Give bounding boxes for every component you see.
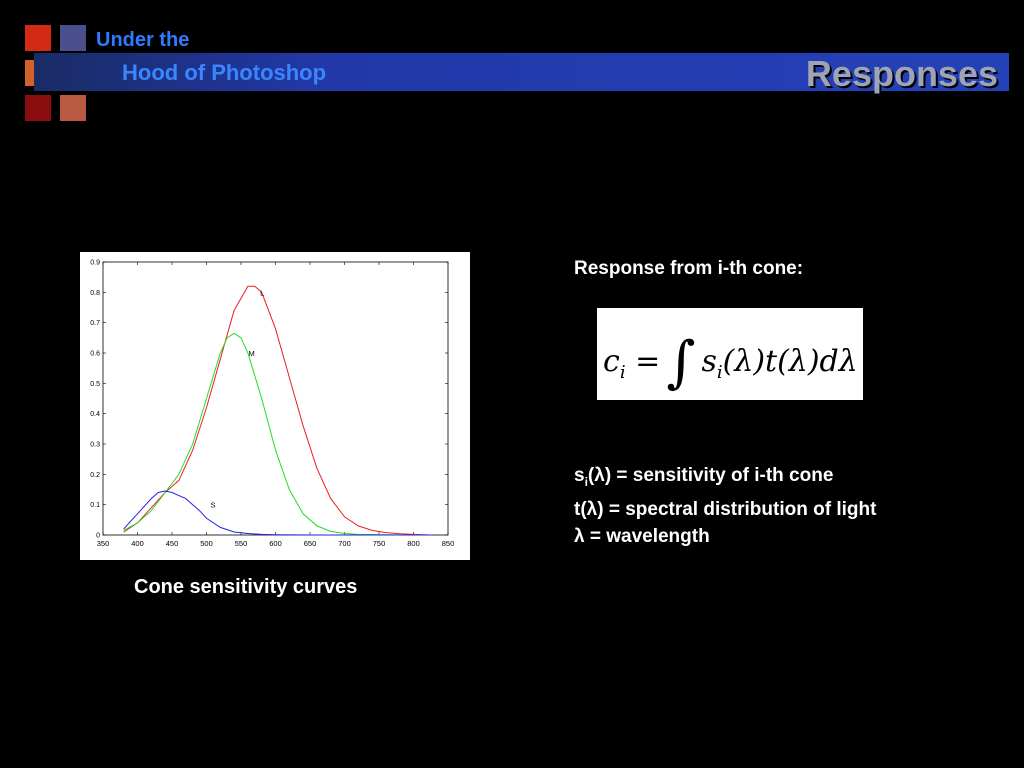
y-tick-label: 0.9 — [90, 260, 100, 267]
series-label-M: M — [248, 349, 254, 358]
x-tick-label: 550 — [235, 539, 248, 548]
x-tick-label: 650 — [304, 539, 317, 548]
logo-square-1 — [25, 25, 51, 51]
definition-sensitivity: si(λ) = sensitivity of i-th cone — [574, 462, 876, 496]
formula-lhs-sub: i — [619, 362, 626, 383]
formula-equals: = — [635, 344, 661, 379]
x-tick-label: 850 — [442, 539, 455, 548]
series-L-line — [123, 285, 431, 536]
x-tick-label: 500 — [200, 539, 213, 548]
x-tick-label: 700 — [338, 539, 351, 548]
chart-svg: 350 400 450 500 550 600 650 700 750 800 850 0 0.1 0.2… — [90, 260, 455, 549]
definition-spectral: t(λ) = spectral distribution of light — [574, 498, 877, 520]
def1-s: s — [574, 465, 585, 486]
chart-caption: Cone sensitivity curves — [134, 576, 358, 598]
x-tick-label: 800 — [407, 539, 420, 548]
x-tick-label: 400 — [131, 539, 144, 548]
definition-wavelength: λ = wavelength — [574, 525, 710, 547]
response-formula: ci = ∫ si(λ)t(λ)dλ — [603, 320, 858, 395]
x-tick-label: 350 — [97, 539, 110, 548]
series-label-L: L — [260, 288, 264, 297]
logo-square-2 — [60, 25, 86, 51]
y-tick-label: 0.6 — [90, 351, 100, 358]
logo-square-6 — [60, 95, 86, 121]
series-M-line — [123, 332, 431, 536]
y-tick-label: 0.5 — [90, 381, 100, 388]
plot-frame — [102, 261, 449, 536]
x-tick-label: 750 — [373, 539, 386, 548]
header-band — [34, 53, 1009, 91]
definitions: si(λ) = sensitivity of i-th cone t(λ) = … — [574, 462, 876, 550]
series-S-line — [123, 490, 431, 536]
y-tick-label: 0 — [96, 533, 100, 540]
formula-lhs: c — [603, 344, 620, 379]
formula-rhs-s: s — [701, 344, 717, 379]
y-tick-label: 0.4 — [90, 411, 100, 418]
x-tick-label: 450 — [166, 539, 179, 548]
x-tick-label: 600 — [269, 539, 282, 548]
series-label-S: S — [211, 501, 216, 510]
def1-sub: i — [584, 474, 588, 489]
brand-line-1: Under the — [96, 29, 190, 51]
cone-sensitivity-chart: 350 400 450 500 550 600 650 700 750 800 850 0 0.1 0.2… — [80, 252, 470, 560]
y-tick-label: 0.7 — [90, 320, 100, 327]
formula-box: ci = ∫ si(λ)t(λ)dλ — [597, 308, 863, 400]
y-tick-label: 0.8 — [90, 290, 100, 297]
brand-line-2: Hood of Photoshop — [122, 60, 327, 85]
integral-sign: ∫ — [666, 330, 696, 395]
y-tick-label: 0.3 — [90, 442, 100, 449]
y-tick-label: 0.2 — [90, 472, 100, 479]
slide-title: Responses — [805, 53, 998, 94]
formula-rhs-rest: (λ)t(λ)dλ — [722, 344, 858, 379]
def1-rest: (λ) = sensitivity of i-th cone — [587, 465, 834, 486]
response-label: Response from i-th cone: — [574, 258, 804, 279]
logo-square-5 — [25, 95, 51, 121]
formula-rhs-sub: i — [716, 362, 723, 383]
y-tick-label: 0.1 — [90, 502, 100, 509]
